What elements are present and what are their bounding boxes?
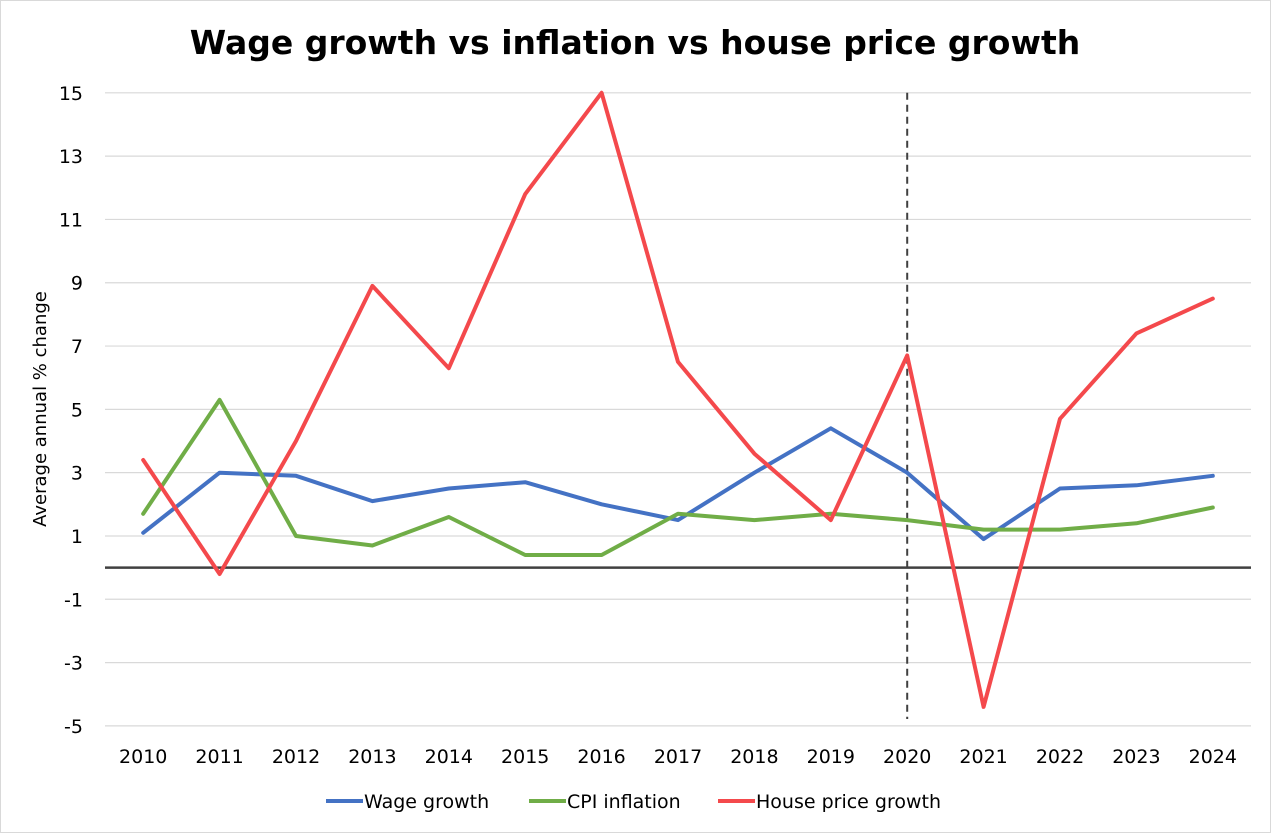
x-tick-label: 2019 xyxy=(807,746,855,768)
chart-title: Wage growth vs inflation vs house price … xyxy=(190,23,1080,62)
y-tick-label: 7 xyxy=(71,336,83,358)
legend-label: Wage growth xyxy=(364,791,489,813)
y-tick-label: 3 xyxy=(71,463,83,485)
x-tick-label: 2018 xyxy=(730,746,778,768)
gridlines xyxy=(105,93,1251,726)
x-axis-ticks: 2010 2011 2012 2013 2014 2015 2016 2017 2018 2019… xyxy=(119,746,1237,768)
x-tick-label: 2021 xyxy=(959,746,1007,768)
x-tick-label: 2017 xyxy=(654,746,702,768)
x-tick-label: 2011 xyxy=(195,746,243,768)
x-tick-label: 2022 xyxy=(1036,746,1084,768)
series-lines xyxy=(143,93,1213,707)
y-tick-label: -1 xyxy=(64,589,83,611)
x-tick-label: 2016 xyxy=(577,746,625,768)
y-tick-label: 13 xyxy=(59,146,83,168)
legend-label: House price growth xyxy=(756,791,941,813)
x-tick-label: 2024 xyxy=(1189,746,1237,768)
y-axis-ticks: 15 13 11 9 7 5 3 1 -1 -3 -5 xyxy=(59,83,83,738)
y-tick-label: 15 xyxy=(59,83,83,105)
legend-label: CPI inflation xyxy=(567,791,681,813)
y-tick-label: -3 xyxy=(64,653,83,675)
legend-item-cpi-inflation: CPI inflation xyxy=(529,791,681,813)
y-axis-label: Average annual % change xyxy=(30,291,51,527)
legend: Wage growth CPI inflation House price grow… xyxy=(326,791,941,813)
x-tick-label: 2012 xyxy=(272,746,320,768)
x-tick-label: 2023 xyxy=(1112,746,1160,768)
x-tick-label: 2015 xyxy=(501,746,549,768)
y-tick-label: 11 xyxy=(59,209,83,231)
y-tick-label: 1 xyxy=(71,526,83,548)
y-tick-label: 5 xyxy=(71,399,83,421)
y-tick-label: 9 xyxy=(71,273,83,295)
legend-item-house-price-growth: House price growth xyxy=(718,791,941,813)
y-tick-label: -5 xyxy=(64,716,83,738)
x-tick-label: 2010 xyxy=(119,746,167,768)
x-tick-label: 2014 xyxy=(425,746,473,768)
series-line-house-price-growth xyxy=(143,93,1213,707)
x-tick-label: 2013 xyxy=(348,746,396,768)
x-tick-label: 2020 xyxy=(883,746,931,768)
legend-item-wage-growth: Wage growth xyxy=(326,791,489,813)
